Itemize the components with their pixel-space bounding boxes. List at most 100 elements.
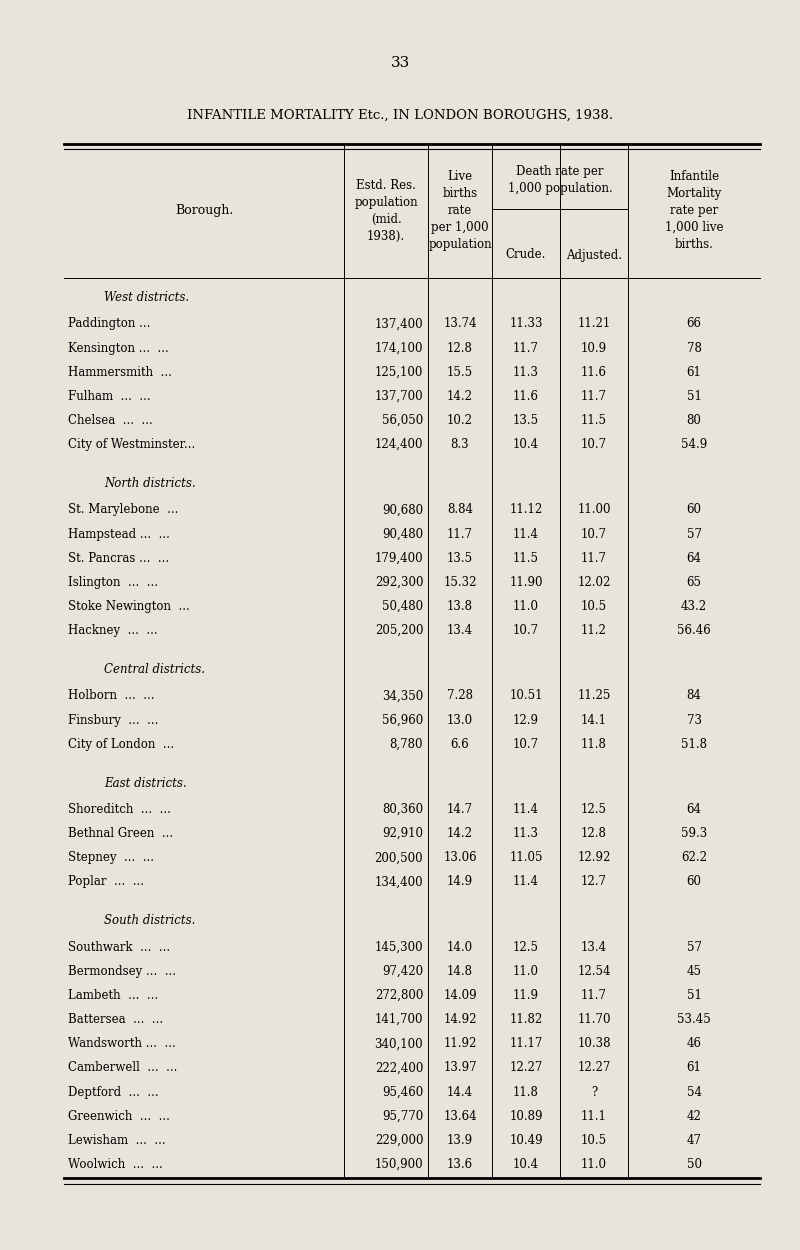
Text: 13.4: 13.4 <box>447 624 473 638</box>
Text: Battersea  ...  ...: Battersea ... ... <box>68 1014 163 1026</box>
Text: 11.21: 11.21 <box>578 318 610 330</box>
Text: 11.2: 11.2 <box>581 624 607 638</box>
Text: 145,300: 145,300 <box>374 941 423 954</box>
Text: Finsbury  ...  ...: Finsbury ... ... <box>68 714 158 726</box>
Text: 10.4: 10.4 <box>513 438 539 451</box>
Text: Infantile
Mortality
rate per
1,000 live
births.: Infantile Mortality rate per 1,000 live … <box>665 170 723 251</box>
Text: 80: 80 <box>686 414 702 428</box>
Text: 150,900: 150,900 <box>374 1158 423 1171</box>
Text: ?: ? <box>591 1085 597 1099</box>
Text: 61: 61 <box>686 366 702 379</box>
Text: 10.5: 10.5 <box>581 600 607 612</box>
Text: 15.5: 15.5 <box>447 366 473 379</box>
Text: 137,700: 137,700 <box>374 390 423 402</box>
Text: 14.09: 14.09 <box>443 989 477 1002</box>
Text: INFANTILE MORTALITY Etc., IN LONDON BOROUGHS, 1938.: INFANTILE MORTALITY Etc., IN LONDON BORO… <box>187 109 613 121</box>
Text: 11.6: 11.6 <box>513 390 539 402</box>
Text: 205,200: 205,200 <box>374 624 423 638</box>
Text: 13.4: 13.4 <box>581 941 607 954</box>
Text: 90,680: 90,680 <box>382 504 423 516</box>
Text: 222,400: 222,400 <box>375 1061 423 1075</box>
Text: 14.7: 14.7 <box>447 802 473 816</box>
Text: Paddington ...: Paddington ... <box>68 318 150 330</box>
Text: Stoke Newington  ...: Stoke Newington ... <box>68 600 190 612</box>
Text: 14.4: 14.4 <box>447 1085 473 1099</box>
Text: South districts.: South districts. <box>104 915 195 928</box>
Text: 14.8: 14.8 <box>447 965 473 978</box>
Text: Chelsea  ...  ...: Chelsea ... ... <box>68 414 153 428</box>
Text: Hampstead ...  ...: Hampstead ... ... <box>68 528 170 540</box>
Text: Islington  ...  ...: Islington ... ... <box>68 576 158 589</box>
Text: 174,100: 174,100 <box>374 341 423 355</box>
Text: 57: 57 <box>686 941 702 954</box>
Text: East districts.: East districts. <box>104 776 186 790</box>
Text: 134,400: 134,400 <box>374 875 423 889</box>
Text: 11.7: 11.7 <box>581 390 607 402</box>
Text: 229,000: 229,000 <box>374 1134 423 1146</box>
Text: 11.70: 11.70 <box>578 1014 610 1026</box>
Text: 137,400: 137,400 <box>374 318 423 330</box>
Text: Bermondsey ...  ...: Bermondsey ... ... <box>68 965 176 978</box>
Text: 78: 78 <box>686 341 702 355</box>
Text: 10.7: 10.7 <box>581 528 607 540</box>
Text: 179,400: 179,400 <box>374 551 423 565</box>
Text: 124,400: 124,400 <box>374 438 423 451</box>
Text: 6.6: 6.6 <box>450 738 470 751</box>
Text: 14.92: 14.92 <box>443 1014 477 1026</box>
Text: 14.1: 14.1 <box>581 714 607 726</box>
Text: 7.28: 7.28 <box>447 690 473 703</box>
Text: 8.84: 8.84 <box>447 504 473 516</box>
Text: 13.6: 13.6 <box>447 1158 473 1171</box>
Text: 34,350: 34,350 <box>382 690 423 703</box>
Text: 11.7: 11.7 <box>581 989 607 1002</box>
Text: 59.3: 59.3 <box>681 828 707 840</box>
Text: 10.7: 10.7 <box>513 738 539 751</box>
Text: Southwark  ...  ...: Southwark ... ... <box>68 941 170 954</box>
Text: Woolwich  ...  ...: Woolwich ... ... <box>68 1158 162 1171</box>
Text: 10.7: 10.7 <box>513 624 539 638</box>
Text: 11.33: 11.33 <box>510 318 542 330</box>
Text: 340,100: 340,100 <box>374 1038 423 1050</box>
Text: 12.5: 12.5 <box>513 941 539 954</box>
Text: 10.49: 10.49 <box>509 1134 543 1146</box>
Text: 50: 50 <box>686 1158 702 1171</box>
Text: Wandsworth ...  ...: Wandsworth ... ... <box>68 1038 176 1050</box>
Text: Live
births
rate
per 1,000
population: Live births rate per 1,000 population <box>428 170 492 251</box>
Text: 64: 64 <box>686 551 702 565</box>
Text: 12.92: 12.92 <box>578 851 610 864</box>
Text: 12.02: 12.02 <box>578 576 610 589</box>
Text: 95,460: 95,460 <box>382 1085 423 1099</box>
Text: 11.7: 11.7 <box>447 528 473 540</box>
Text: 15.32: 15.32 <box>443 576 477 589</box>
Text: 200,500: 200,500 <box>374 851 423 864</box>
Text: 10.2: 10.2 <box>447 414 473 428</box>
Text: 11.4: 11.4 <box>513 802 539 816</box>
Text: 53.45: 53.45 <box>677 1014 711 1026</box>
Text: 11.25: 11.25 <box>578 690 610 703</box>
Text: Death rate per
1,000 population.: Death rate per 1,000 population. <box>508 165 612 195</box>
Text: 12.8: 12.8 <box>581 828 607 840</box>
Text: 14.0: 14.0 <box>447 941 473 954</box>
Text: 57: 57 <box>686 528 702 540</box>
Text: Stepney  ...  ...: Stepney ... ... <box>68 851 154 864</box>
Text: 12.27: 12.27 <box>510 1061 542 1075</box>
Text: 73: 73 <box>686 714 702 726</box>
Text: 11.7: 11.7 <box>513 341 539 355</box>
Text: 56,960: 56,960 <box>382 714 423 726</box>
Text: 292,300: 292,300 <box>374 576 423 589</box>
Text: 11.1: 11.1 <box>581 1110 607 1122</box>
Text: 46: 46 <box>686 1038 702 1050</box>
Text: 10.38: 10.38 <box>578 1038 610 1050</box>
Text: 11.4: 11.4 <box>513 528 539 540</box>
Text: Lewisham  ...  ...: Lewisham ... ... <box>68 1134 166 1146</box>
Text: 11.92: 11.92 <box>443 1038 477 1050</box>
Text: 33: 33 <box>390 56 410 70</box>
Text: 10.51: 10.51 <box>510 690 542 703</box>
Text: 10.9: 10.9 <box>581 341 607 355</box>
Text: 11.82: 11.82 <box>510 1014 542 1026</box>
Text: 95,770: 95,770 <box>382 1110 423 1122</box>
Text: 10.89: 10.89 <box>510 1110 542 1122</box>
Text: 10.5: 10.5 <box>581 1134 607 1146</box>
Text: 13.64: 13.64 <box>443 1110 477 1122</box>
Text: 10.7: 10.7 <box>581 438 607 451</box>
